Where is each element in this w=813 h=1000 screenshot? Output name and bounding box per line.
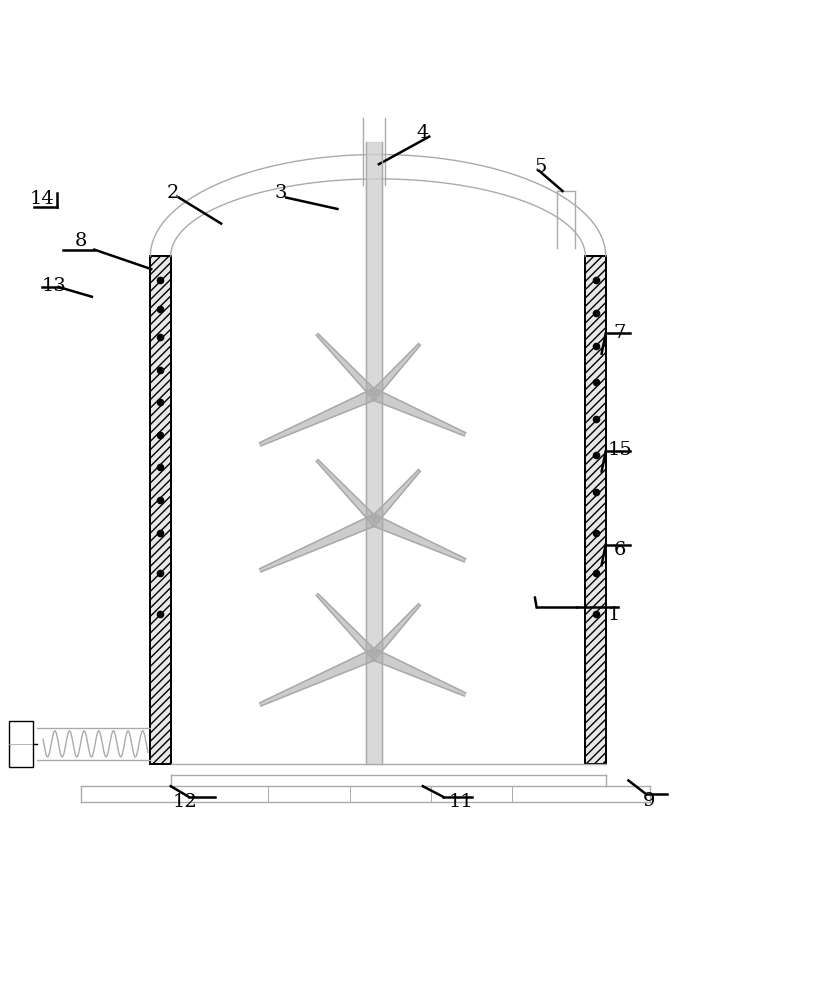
Text: 13: 13 — [42, 277, 67, 295]
Text: 11: 11 — [449, 793, 473, 811]
Polygon shape — [316, 459, 377, 523]
Polygon shape — [259, 515, 376, 572]
Polygon shape — [371, 470, 420, 523]
Polygon shape — [372, 649, 466, 696]
Polygon shape — [372, 389, 466, 436]
Polygon shape — [371, 604, 420, 657]
Polygon shape — [371, 343, 420, 397]
Polygon shape — [150, 256, 171, 764]
Text: 4: 4 — [416, 124, 429, 142]
Text: 12: 12 — [173, 793, 198, 811]
Polygon shape — [316, 333, 377, 397]
Text: 8: 8 — [75, 232, 88, 250]
Polygon shape — [259, 649, 376, 706]
Text: 7: 7 — [613, 324, 626, 342]
Polygon shape — [9, 721, 33, 767]
Polygon shape — [585, 256, 606, 764]
Polygon shape — [366, 142, 382, 764]
Text: 1: 1 — [607, 606, 620, 624]
Text: 3: 3 — [274, 184, 287, 202]
Polygon shape — [316, 594, 377, 657]
Text: 9: 9 — [642, 792, 655, 810]
Text: 6: 6 — [613, 541, 626, 559]
Polygon shape — [372, 515, 466, 562]
Text: 5: 5 — [534, 158, 547, 176]
Text: 2: 2 — [167, 184, 180, 202]
Text: 14: 14 — [30, 190, 54, 208]
Polygon shape — [259, 389, 376, 446]
Text: 15: 15 — [607, 441, 632, 459]
